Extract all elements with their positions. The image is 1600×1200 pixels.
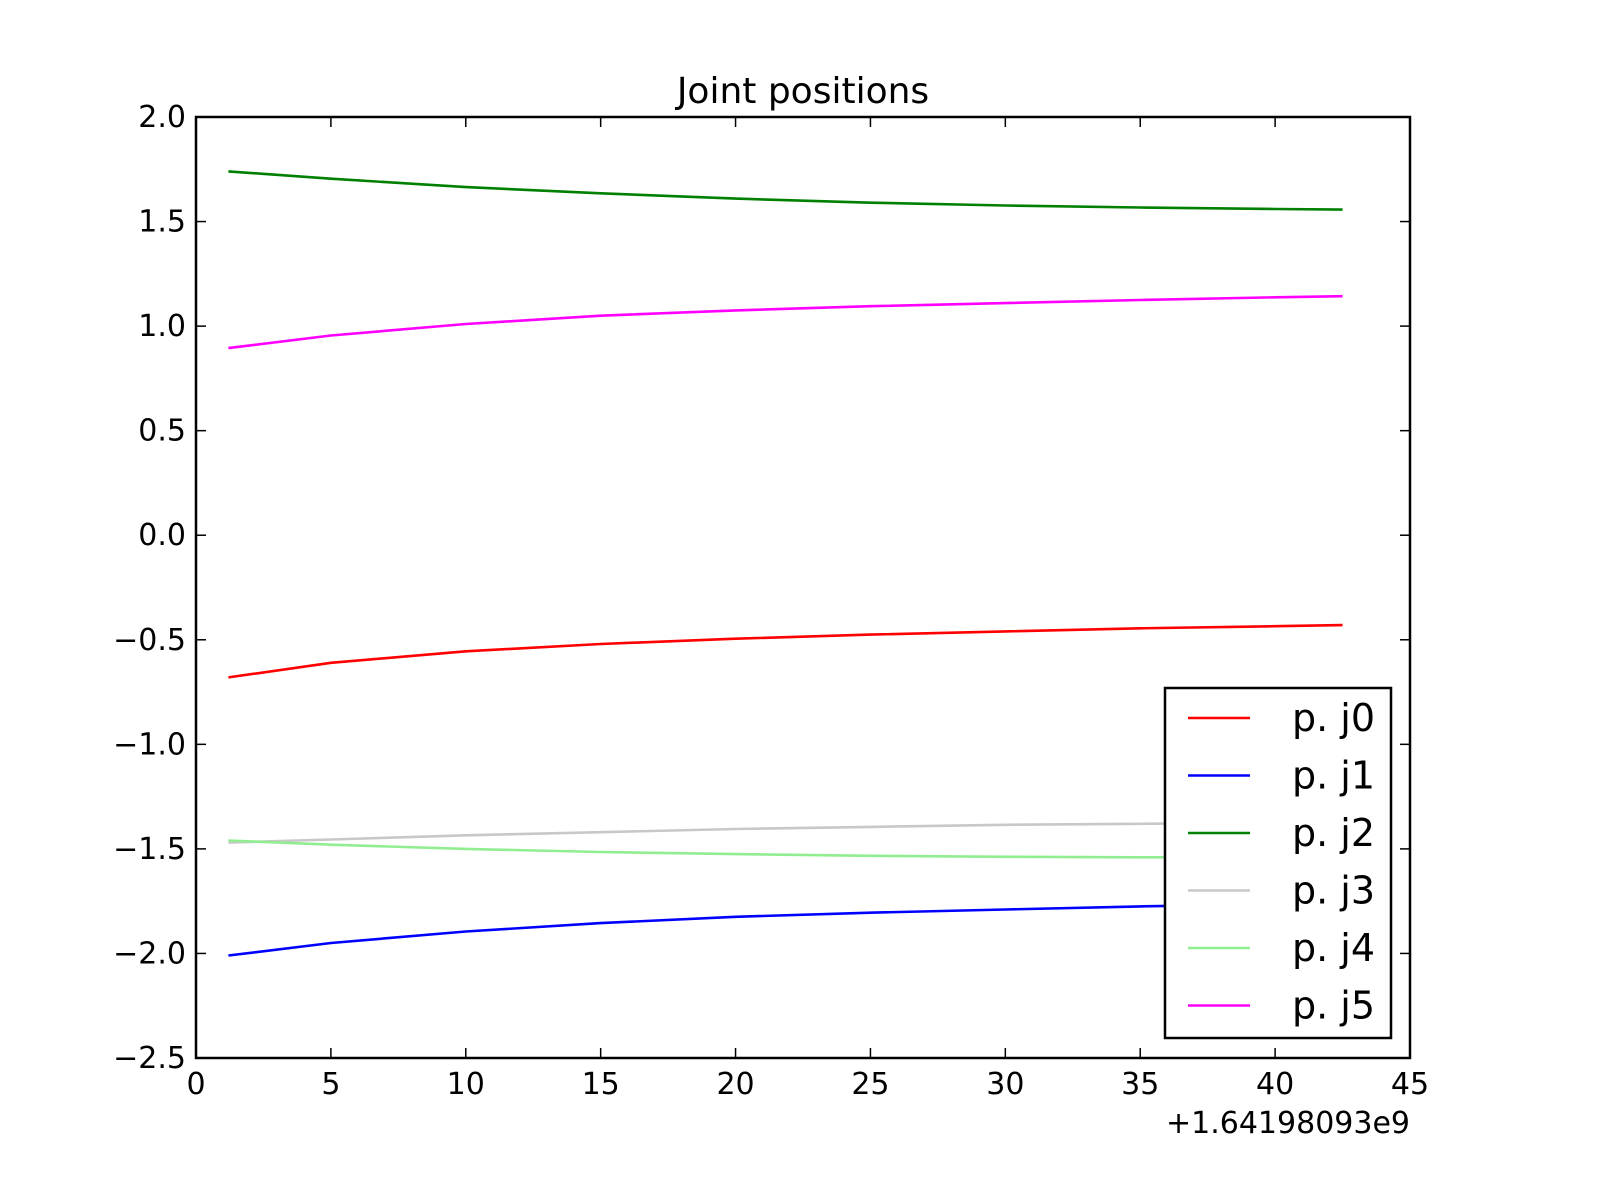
y-tick-label: 2.0 [138,100,186,135]
series-line-j5 [228,294,1343,350]
chart-title: Joint positions [675,71,929,112]
series-line-j0 [228,623,1343,679]
y-tick-label: 0.0 [138,518,186,553]
y-tick-label: −1.0 [113,727,186,762]
legend: p. j0 p. j1 p. j2 p. j3 p. j4 p. j5 [1163,686,1393,1040]
x-tick-label: 35 [1121,1067,1159,1102]
legend-label-j5: p. j5 [1292,984,1375,1028]
y-tick-label: −2.0 [113,936,186,971]
x-offset-label: +1.64198093e9 [1166,1106,1410,1141]
legend-label-j3: p. j3 [1292,869,1375,913]
x-tick-label: 10 [447,1067,485,1102]
x-tick-label: 45 [1391,1067,1429,1102]
x-tick-label: 20 [716,1067,754,1102]
y-tick-label: 1.5 [138,205,186,240]
legend-label-j0: p. j0 [1292,696,1375,740]
plot-frame [194,115,1412,1060]
x-tick-label: 25 [851,1067,889,1102]
x-tick-label: 0 [186,1067,205,1102]
y-tick-label: −0.5 [113,623,186,658]
y-tick-label: −1.5 [113,832,186,867]
legend-items: p. j0 p. j1 p. j2 p. j3 p. j4 p. j5 [1188,696,1375,1028]
series-line-j2 [228,170,1343,211]
legend-label-j1: p. j1 [1292,754,1375,798]
ticks-layer: 0 5 10 15 20 25 30 35 40 45 −2.5 −2.0 −1.5 −1.0 −0.5 0.… [113,100,1429,1102]
x-tick-label: 30 [986,1067,1024,1102]
x-tick-label: 5 [321,1067,340,1102]
y-tick-label: 1.0 [138,309,186,344]
x-tick-label: 40 [1256,1067,1294,1102]
y-tick-label: 0.5 [138,414,186,449]
legend-label-j4: p. j4 [1292,926,1375,970]
series-layer [228,170,1343,957]
x-tick-label: 15 [582,1067,620,1102]
legend-label-j2: p. j2 [1292,811,1375,855]
y-tick-label: −2.5 [113,1041,186,1076]
legend-box [1163,686,1393,1040]
